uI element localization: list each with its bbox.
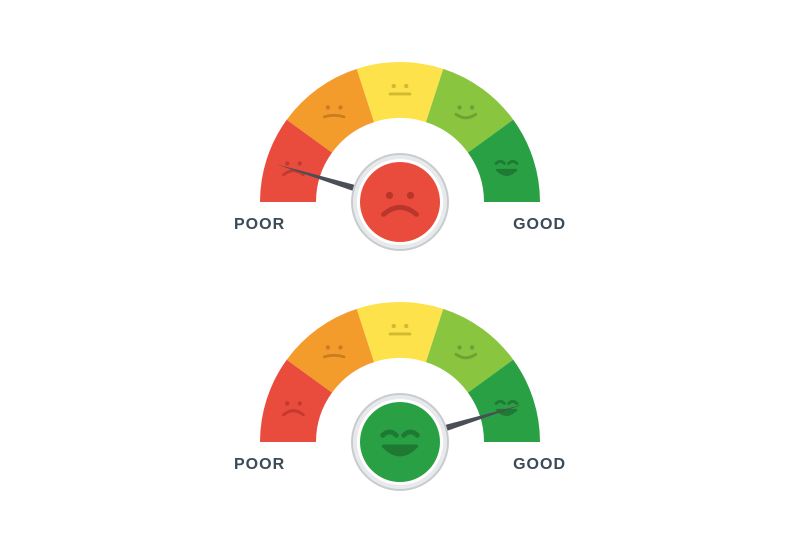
gauge-hub-face bbox=[360, 402, 440, 482]
satisfaction-gauges: POOR GOOD POOR GOOD bbox=[0, 0, 800, 533]
gauge-hub-face bbox=[360, 162, 440, 242]
gauge-poor: POOR GOOD bbox=[220, 42, 580, 252]
gauge-poor-svg bbox=[220, 42, 580, 252]
gauge-good-svg bbox=[220, 282, 580, 492]
gauge-good: POOR GOOD bbox=[220, 282, 580, 492]
